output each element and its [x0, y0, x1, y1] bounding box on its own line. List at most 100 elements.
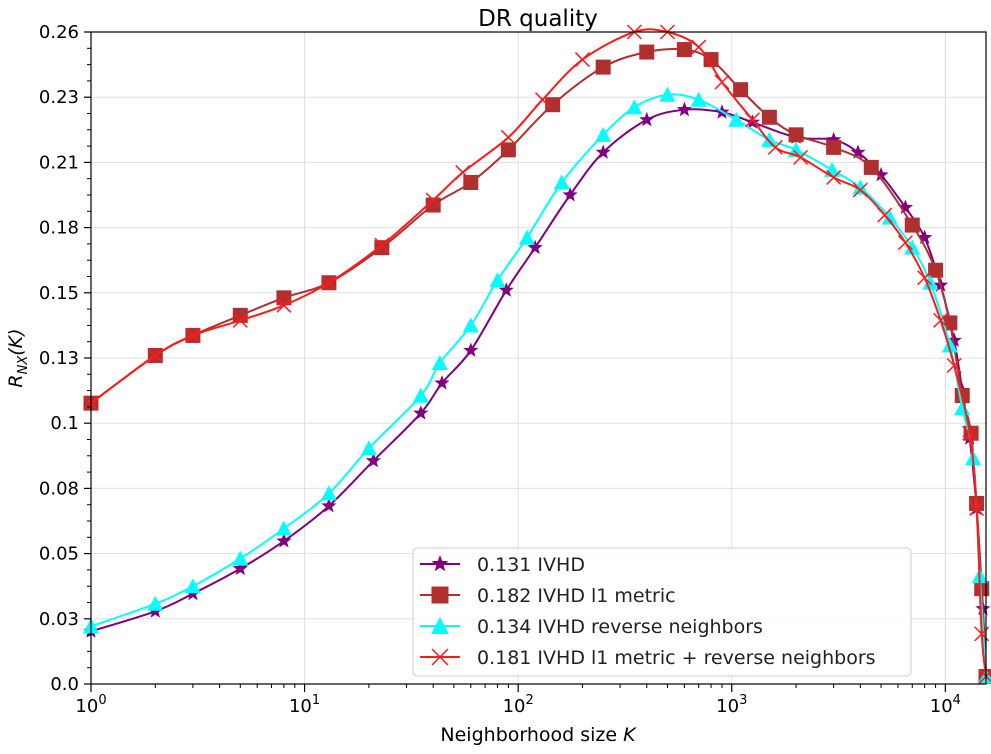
data-point-x [826, 169, 842, 185]
data-point-x [574, 52, 591, 68]
legend-item: 0.131 IVHD [420, 554, 585, 576]
data-point-x-stroke [852, 182, 868, 198]
x-axis-title: Neighborhood size K [440, 724, 637, 746]
data-point-x [946, 357, 962, 374]
data-point-x [962, 425, 978, 441]
data-point-x [852, 182, 868, 198]
y-tick-label: 0.0 [50, 674, 79, 695]
data-point-square [500, 142, 516, 158]
data-point-triangle [462, 317, 479, 333]
data-point-x [431, 648, 449, 666]
legend-box [412, 547, 912, 677]
legend-label: 0.134 IVHD reverse neighbors [477, 616, 763, 638]
data-point-x-stroke [691, 39, 707, 55]
data-point-triangle [412, 387, 429, 403]
data-point-x-stroke [897, 235, 913, 251]
data-point-star [434, 375, 450, 390]
data-point-x [969, 500, 985, 516]
data-point-x-stroke [534, 92, 551, 108]
data-point-x [897, 235, 913, 251]
data-point-star [897, 199, 913, 214]
data-point-x [793, 149, 809, 165]
data-point-square [761, 109, 777, 125]
data-point-x-stroke [431, 648, 449, 666]
data-point-star [826, 131, 842, 147]
data-point-star [639, 111, 655, 127]
y-tick-label: 0.23 [39, 87, 79, 108]
data-point-x-stroke [917, 270, 933, 286]
data-point-x [714, 74, 730, 90]
data-point-x-stroke [969, 500, 985, 516]
data-point-star [917, 229, 933, 245]
series-layer [83, 24, 991, 685]
axis-ticks: 0.0 0.03 0.05 0.08 0.1 0.13 0.15 0.18 0.21 0.23 0.… [39, 22, 961, 717]
data-point-star [321, 498, 337, 513]
data-point-x [933, 312, 949, 328]
data-point-square [733, 82, 749, 98]
y-tick-label: 0.21 [39, 152, 79, 173]
series-x [83, 24, 991, 685]
data-point-square [463, 174, 479, 190]
data-point-x [232, 312, 248, 328]
data-point-x [534, 92, 551, 108]
data-point-square [904, 217, 920, 233]
data-point-star [232, 560, 248, 576]
data-point-triangle [553, 174, 570, 190]
data-point-star [562, 187, 578, 202]
data-point-star [595, 144, 611, 159]
legend-label: 0.182 IVHD l1 metric [477, 585, 676, 607]
data-point-star [498, 282, 514, 297]
data-point-x [147, 347, 163, 364]
data-point-x-stroke [744, 112, 760, 128]
legend-item: 0.134 IVHD reverse neighbors [420, 616, 763, 638]
y-axis-title: RNX(K) [5, 328, 31, 387]
data-point-triangle [852, 179, 869, 195]
data-point-x-stroke [574, 52, 591, 68]
data-point-x [917, 270, 933, 286]
data-point-x [374, 237, 390, 253]
data-point-star [413, 405, 429, 420]
data-point-x-stroke [962, 425, 978, 441]
x-tick-label: 104 [930, 693, 961, 717]
data-point-square [928, 262, 944, 278]
data-point-star [463, 342, 479, 357]
data-point-square [788, 127, 804, 143]
data-point-square [374, 240, 390, 256]
data-point-star [527, 239, 543, 255]
data-point-x-stroke [455, 164, 471, 180]
data-point-x-stroke [425, 192, 441, 208]
data-point-triangle [941, 337, 958, 353]
y-tick-label: 0.18 [39, 218, 79, 239]
y-tick-label: 0.15 [39, 283, 79, 304]
data-point-triangle [690, 91, 707, 107]
data-point-star [276, 533, 292, 548]
data-point-x [425, 192, 441, 208]
data-point-triangle [431, 355, 448, 371]
data-point-x-stroke [147, 347, 163, 364]
data-point-star [873, 166, 889, 182]
y-tick-label: 0.13 [39, 348, 79, 369]
data-point-x-stroke [933, 312, 949, 328]
data-point-square [545, 97, 561, 113]
data-point-x-stroke [946, 357, 962, 374]
x-tick-label: 101 [289, 693, 320, 717]
data-point-x-stroke [714, 74, 730, 90]
data-point-x-stroke [185, 327, 201, 343]
data-point-triangle [659, 86, 676, 102]
x-tick-label: 100 [75, 693, 106, 717]
data-point-triangle [519, 229, 536, 245]
legend-item: 0.181 IVHD l1 metric + reverse neighbors [420, 647, 876, 669]
data-point-triangle [881, 209, 898, 225]
data-point-star [431, 555, 449, 572]
data-point-square [639, 44, 655, 60]
data-point-triangle [184, 578, 201, 594]
data-point-square [676, 42, 692, 58]
y-tick-label: 0.08 [39, 478, 79, 499]
data-point-x-stroke [374, 237, 390, 253]
y-tick-label: 0.26 [39, 22, 79, 43]
data-point-triangle [360, 440, 377, 456]
data-point-triangle [904, 239, 921, 255]
data-point-triangle [595, 126, 612, 142]
data-point-x [276, 297, 292, 313]
